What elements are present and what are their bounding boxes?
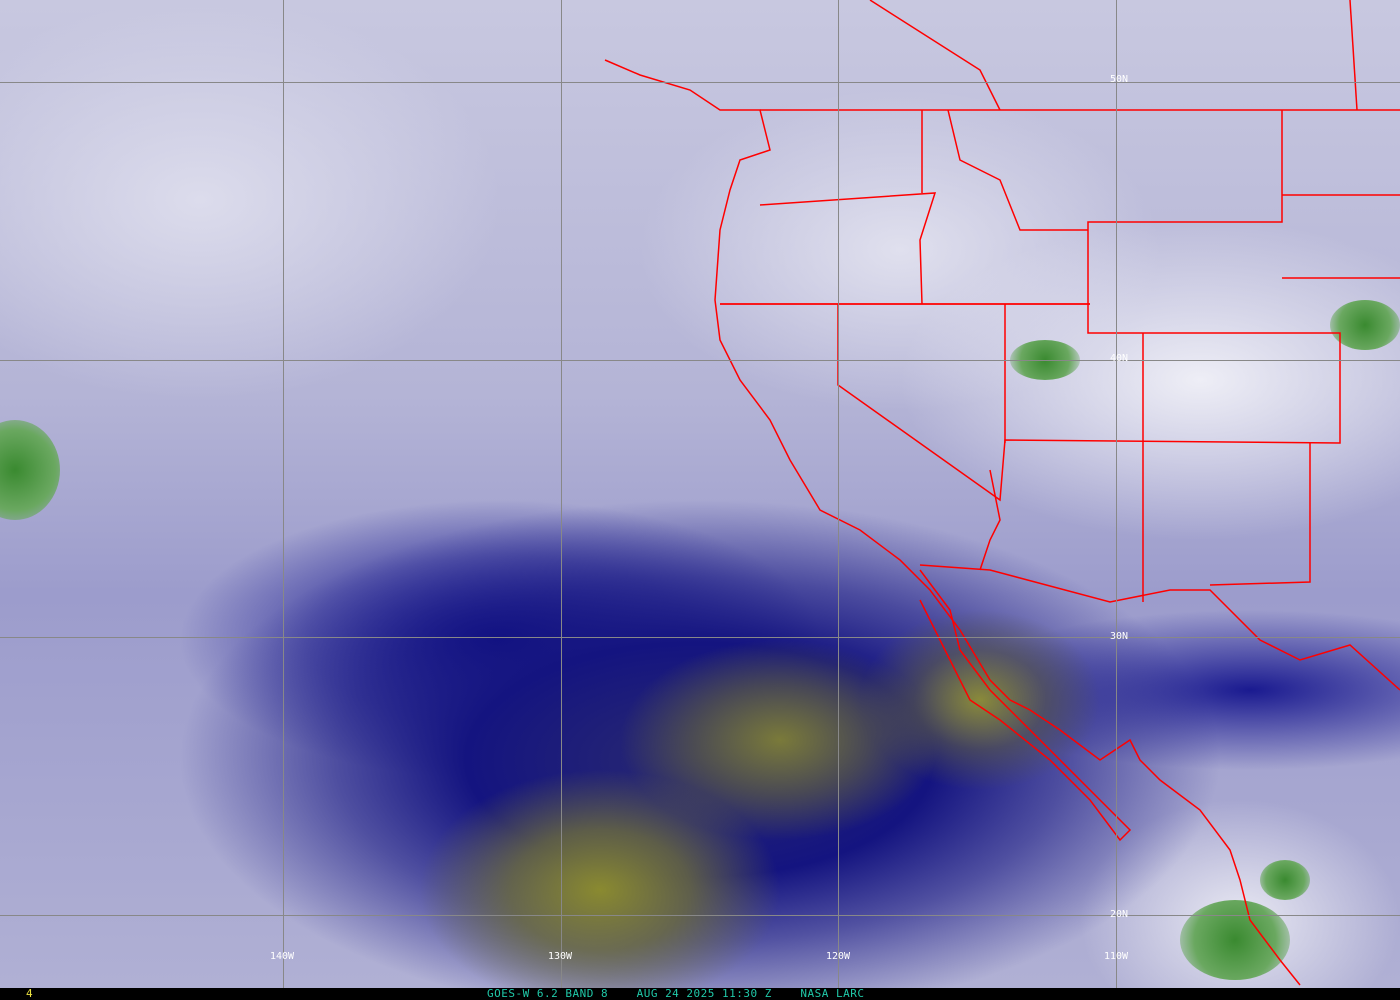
cold-cloud-top [1260, 860, 1310, 900]
parallel-line [0, 360, 1400, 361]
frame-number: 4 [26, 987, 33, 1000]
cold-cloud-top [1180, 900, 1290, 980]
longitude-label: 110W [1104, 951, 1129, 962]
us-mexico-border [919, 564, 1400, 691]
baja-coast [919, 569, 1132, 842]
longitude-label: 120W [826, 951, 851, 962]
latitude-label: 20N [1110, 909, 1129, 920]
meridian-line [1116, 0, 1117, 988]
caption-text: GOES-W 6.2 BAND 8 AUG 24 2025 11:30 Z NA… [487, 987, 865, 1000]
parallel-line [0, 915, 1400, 916]
longitude-label: 140W [270, 951, 295, 962]
caption-bar: 4 GOES-W 6.2 BAND 8 AUG 24 2025 11:30 Z … [0, 988, 1400, 1000]
longitude-label: 130W [548, 951, 573, 962]
meridian-line [838, 0, 839, 988]
parallel-line [0, 637, 1400, 638]
meridian-line [561, 0, 562, 988]
cold-cloud-top [1330, 300, 1400, 350]
meridian-line [283, 0, 284, 988]
parallel-line [0, 82, 1400, 83]
latitude-label: 40N [1110, 353, 1129, 364]
latitude-label: 30N [1110, 631, 1129, 642]
coastline [604, 59, 1301, 986]
latitude-label: 50N [1110, 74, 1129, 85]
